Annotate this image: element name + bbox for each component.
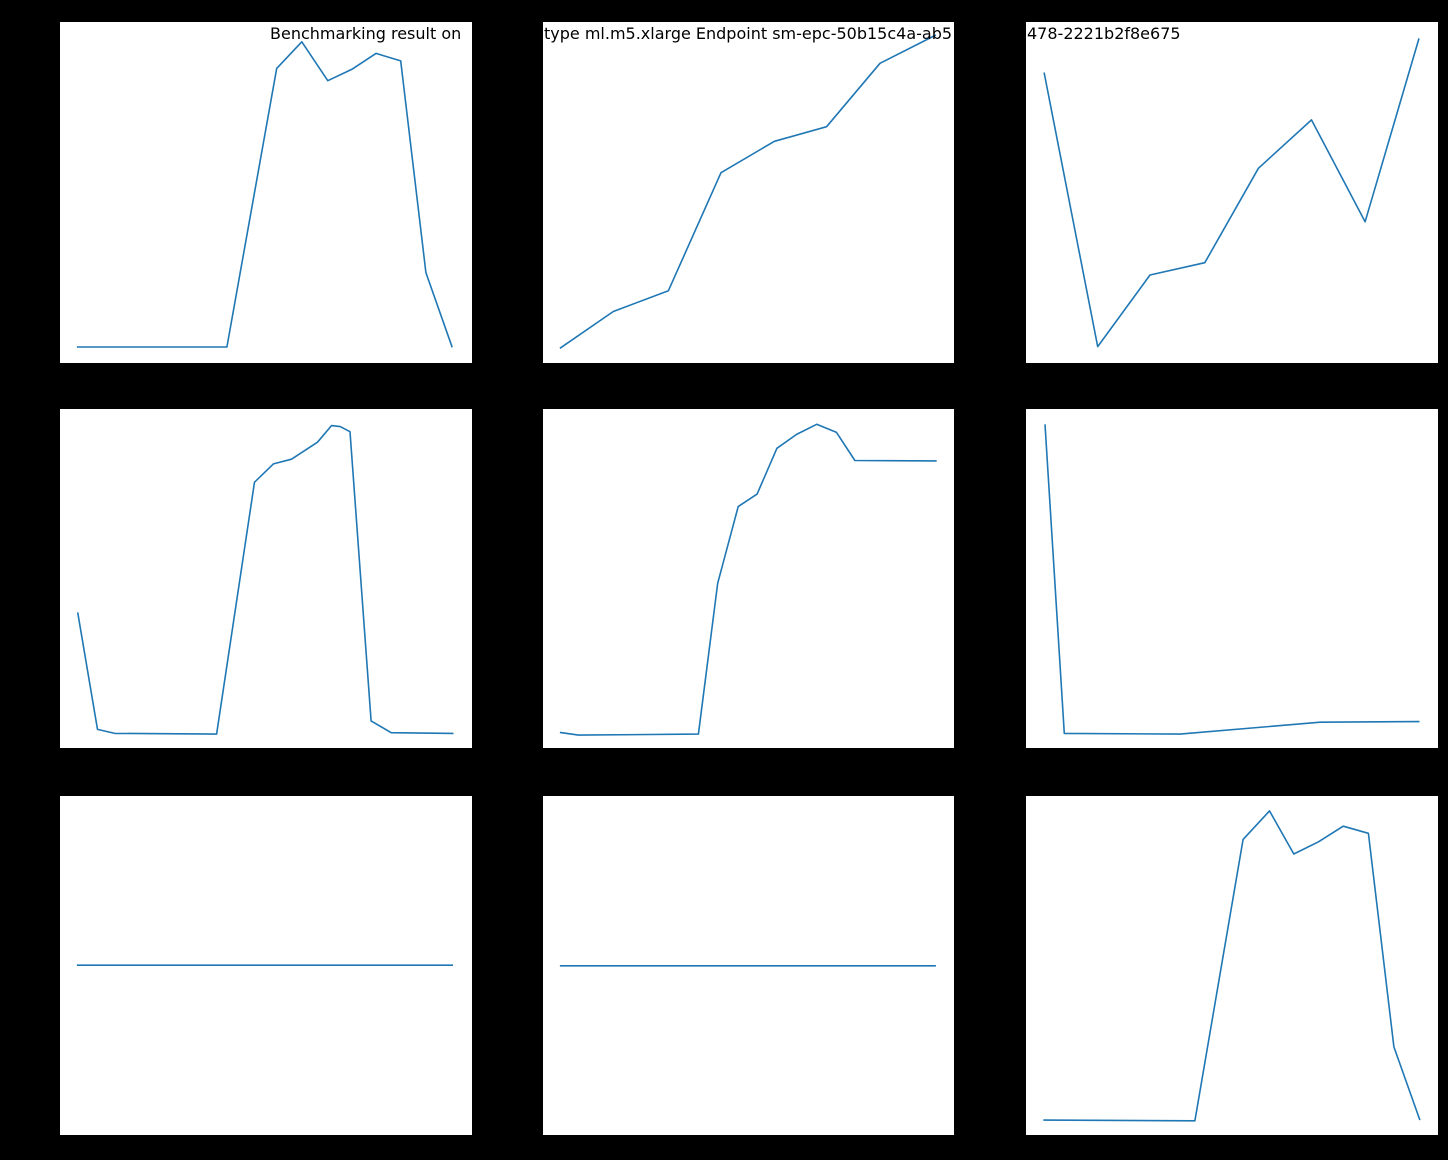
subplot-bottom-middle [543, 796, 954, 1135]
figure-title-fragment-1: Benchmarking result on [270, 24, 462, 43]
line-chart-canvas [559, 34, 937, 349]
series-line [559, 423, 937, 736]
line-chart-canvas [76, 40, 453, 348]
line-chart-canvas [1044, 424, 1420, 735]
line-chart-canvas [1043, 38, 1420, 348]
subplot-top-left [60, 22, 472, 363]
subplot-top-middle [543, 22, 954, 363]
subplot-middle-middle [543, 409, 954, 748]
line-chart-canvas [559, 423, 937, 736]
subplot-middle-right [1026, 409, 1438, 748]
line-chart-canvas [76, 424, 454, 735]
subplot-bottom-right [1026, 796, 1438, 1135]
series-line [1043, 810, 1421, 1122]
line-chart-canvas [76, 964, 453, 966]
series-line [76, 424, 454, 735]
subplot-bottom-left [60, 796, 472, 1135]
figure-title-fragment-2: type ml.m5.xlarge Endpoint sm-epc-50b15c… [544, 24, 953, 43]
figure-title-fragment-3: 478-2221b2f8e675 [1027, 24, 1181, 43]
series-line [1043, 38, 1420, 348]
line-chart-canvas [559, 965, 936, 967]
series-line [76, 40, 453, 348]
line-chart-canvas [1043, 810, 1421, 1122]
subplot-middle-left [60, 409, 472, 748]
subplot-top-right [1026, 22, 1438, 363]
series-line [1044, 424, 1420, 735]
series-line [559, 34, 937, 349]
